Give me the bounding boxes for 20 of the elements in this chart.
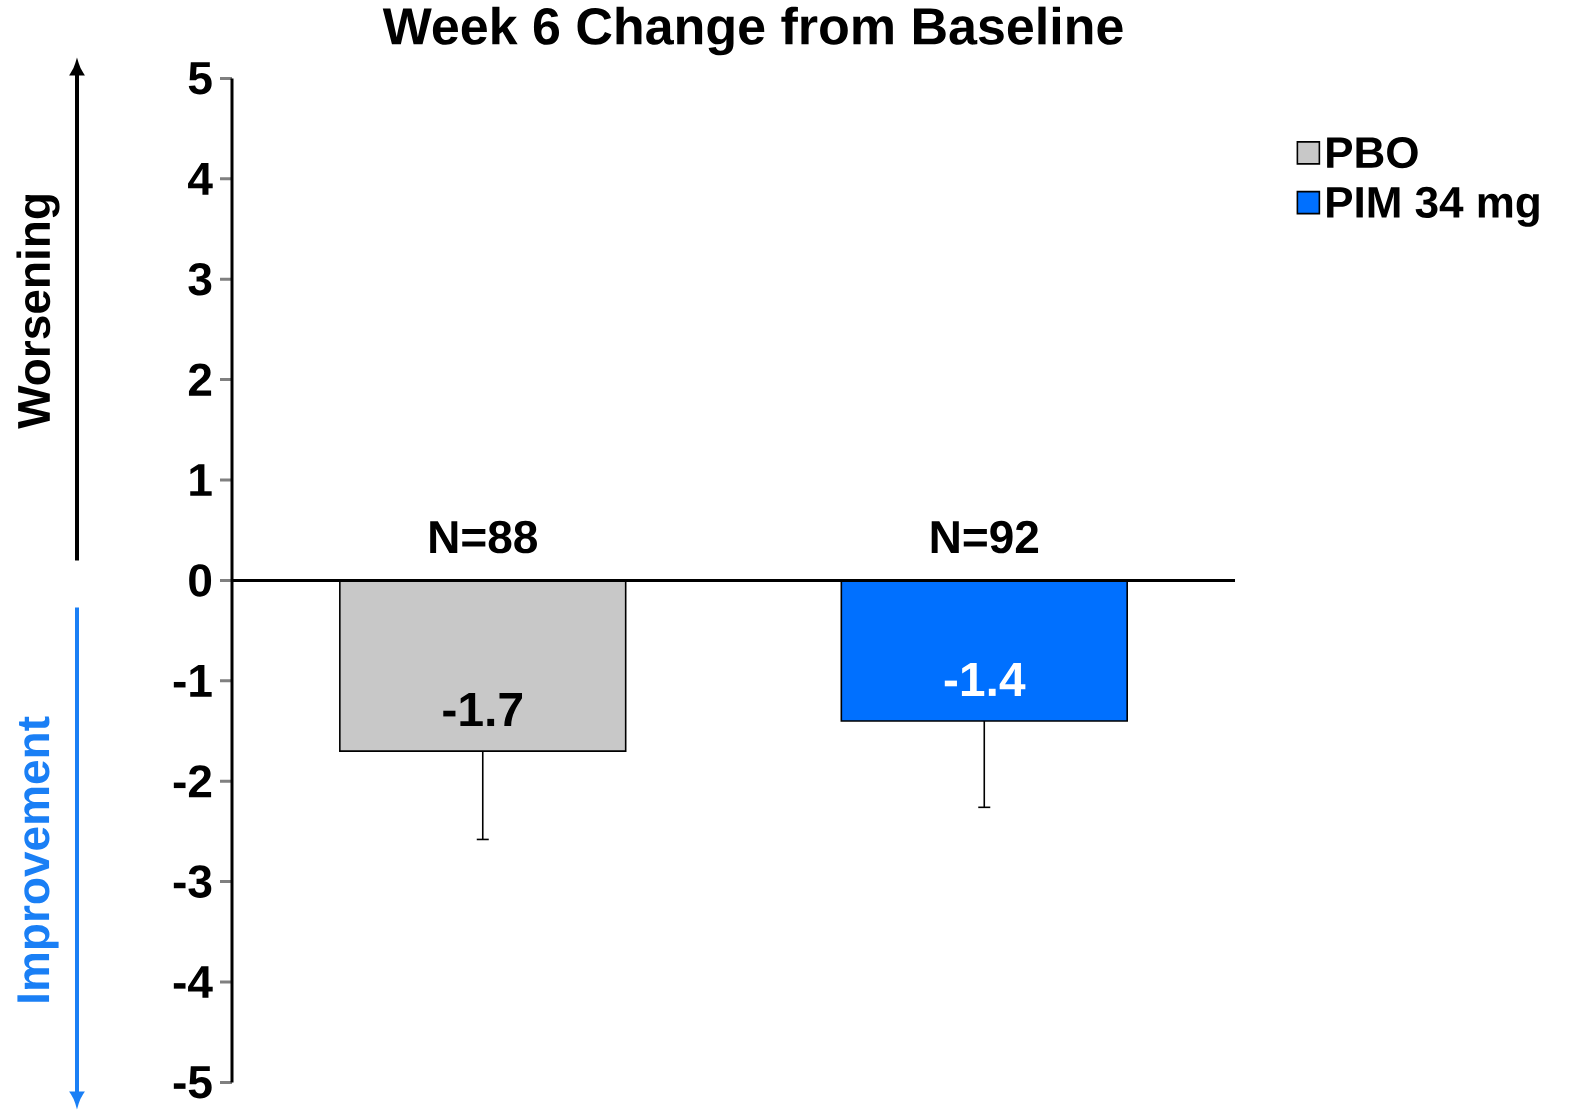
y-tick-label: 0 <box>189 563 212 597</box>
annotation: N=88 <box>430 520 537 554</box>
y-tick-label: 3 <box>188 262 212 296</box>
chart-title: Week 6 Change from Baseline <box>382 6 1123 56</box>
text: Worsening <box>16 194 60 429</box>
legend-label: PIM 34 mg <box>1327 186 1539 227</box>
y-tick-label: 2 <box>188 363 212 396</box>
y-tick-label: 1 <box>190 463 212 496</box>
annotation: N=92 <box>931 520 1039 554</box>
y-tick-label: -3 <box>173 865 212 898</box>
y-tick-label: 5 <box>188 62 212 95</box>
text: Improvement <box>17 716 59 1002</box>
y-tick-label: 4 <box>188 162 213 195</box>
y-tick-label: -4 <box>173 965 213 998</box>
data-label: -1.4 <box>944 662 1026 696</box>
data-label: -1.7 <box>443 692 523 726</box>
y-tick-label: -1 <box>173 664 212 697</box>
y-tick-label: -2 <box>173 764 212 798</box>
legend-label: PBO <box>1327 136 1418 168</box>
y-tick-label: -5 <box>173 1066 212 1099</box>
